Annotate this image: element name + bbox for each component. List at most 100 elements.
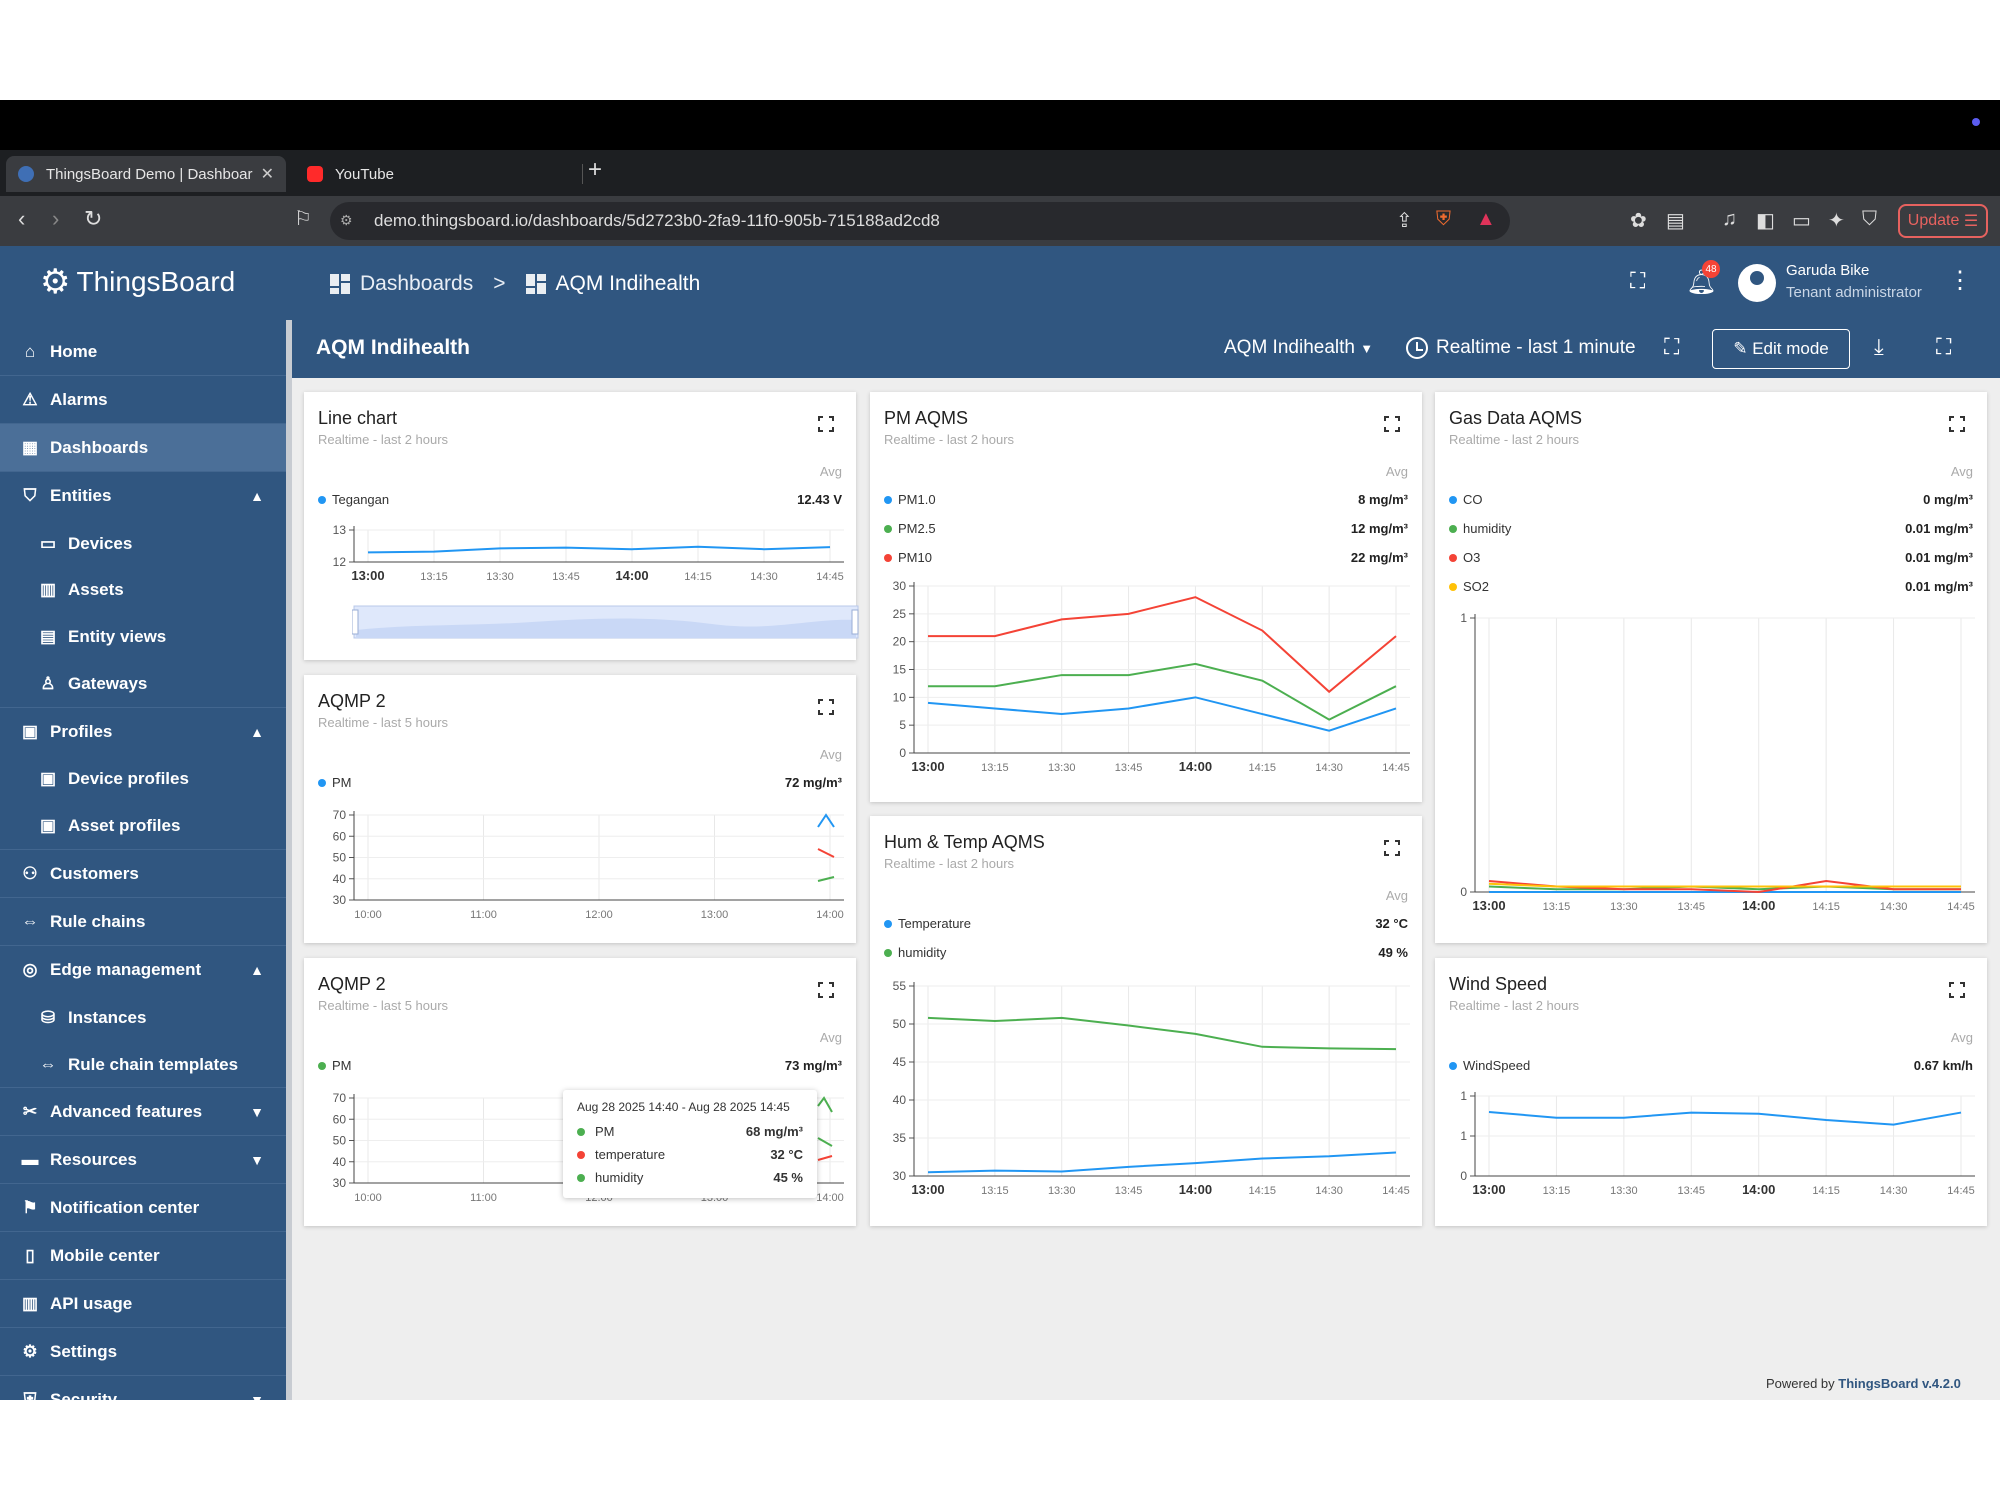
powered-link[interactable]: ThingsBoard v.4.2.0 <box>1838 1376 1961 1391</box>
legend-name: PM <box>332 1058 352 1073</box>
sidebar-item-security[interactable]: ⛨ Security ▼ <box>0 1376 286 1401</box>
legend-item[interactable]: humidity <box>884 945 946 960</box>
timewindow-selector[interactable]: Realtime - last 1 minute <box>1406 337 1636 359</box>
widget-title: Line chart <box>318 408 398 428</box>
vpn-icon[interactable]: ⛉ <box>1862 208 1877 230</box>
brave-rewards-icon[interactable]: ▲ <box>1476 208 1496 230</box>
sidebar-item-dashboards[interactable]: ▦ Dashboards <box>0 424 286 471</box>
sidebar-item-edge-management[interactable]: ◎ Edge management ▲ <box>0 946 286 993</box>
brave-shield-icon[interactable]: ⛨ <box>1436 208 1451 230</box>
legend-item[interactable]: humidity <box>1449 521 1511 536</box>
y-tick-label: 30 <box>893 1169 907 1183</box>
powered-by: Powered by ThingsBoard v.4.2.0 <box>1766 1376 1961 1391</box>
sidebar-item-rule-chain-templates[interactable]: ⇔ Rule chain templates <box>0 1041 286 1088</box>
sidebar-item-alarms[interactable]: ⚠ Alarms <box>0 376 286 423</box>
time-range-slider[interactable] <box>352 602 862 642</box>
widget-fullscreen-icon[interactable] <box>1949 982 1965 998</box>
sidebar-item-label: Notification center <box>50 1197 200 1217</box>
sidebar-item-home[interactable]: ⌂ Home <box>0 328 286 375</box>
chart-hum[interactable]: 55 50 45 40 35 30 13:00 13:15 13:30 13:45 14:00 14:… <box>870 816 1422 1226</box>
legend-item[interactable]: WindSpeed <box>1449 1058 1530 1073</box>
sidebar-item-asset-profiles[interactable]: ▣ Asset profiles <box>0 802 286 849</box>
share-icon[interactable]: ⇪ <box>1396 210 1413 232</box>
sidebar-item-gateways[interactable]: ♙ Gateways <box>0 660 286 707</box>
breadcrumb-dashboards[interactable]: Dashboards <box>360 272 474 295</box>
chevron-up-icon[interactable]: ▲ <box>250 961 264 978</box>
sidebar-item-devices[interactable]: ▭ Devices <box>0 520 286 567</box>
media-icon[interactable]: ♫ <box>1722 208 1737 230</box>
legend-item[interactable]: Temperature <box>884 916 971 931</box>
legend-dot <box>1449 1061 1457 1070</box>
chevron-down-icon[interactable]: ▼ <box>250 1103 264 1120</box>
legend-item[interactable]: SO2 <box>1449 579 1489 594</box>
extensions-icon[interactable]: ✿ <box>1630 210 1647 232</box>
forward-icon[interactable]: › <box>52 206 60 231</box>
address-bar[interactable]: demo.thingsboard.io/dashboards/5d2723b0-… <box>330 202 1510 240</box>
legend-item[interactable]: PM2.5 <box>884 521 936 536</box>
widget-fullscreen-icon[interactable] <box>818 982 834 998</box>
widget-fullscreen-icon[interactable] <box>818 699 834 715</box>
sidebar-item-rule-chains[interactable]: ⇔ Rule chains <box>0 898 286 945</box>
download-icon[interactable]: ⤓ <box>1874 334 1884 359</box>
sidebar-item-mobile-center[interactable]: ▯ Mobile center <box>0 1232 286 1279</box>
bookmark-icon[interactable]: ⚐ <box>294 208 312 230</box>
sidebar-item-advanced-features[interactable]: ✂ Advanced features ▼ <box>0 1088 286 1135</box>
sidebar-toggle-icon[interactable]: ◧ <box>1756 210 1775 232</box>
widget-fullscreen-icon[interactable] <box>1949 416 1965 432</box>
chevron-down-icon[interactable]: ▼ <box>250 1391 264 1401</box>
sidebar-item-customers[interactable]: ⚇ Customers <box>0 850 286 897</box>
edit-mode-button[interactable]: ✎ Edit mode <box>1712 329 1850 369</box>
fullscreen-icon[interactable]: ⛶ <box>1630 268 1646 293</box>
reload-icon[interactable]: ↻ <box>84 206 103 231</box>
chart-line-chart[interactable]: 13 12 13:00 13:15 13:30 13:45 14:00 14:15 14:30 1… <box>304 392 856 660</box>
legend-item[interactable]: O3 <box>1449 550 1480 565</box>
sidebar-item-resources[interactable]: ▬ Resources ▼ <box>0 1136 286 1183</box>
close-tab-icon[interactable]: ✕ <box>260 166 274 183</box>
sidebar-item-entity-views[interactable]: ▤ Entity views <box>0 613 286 660</box>
chart-pm[interactable]: 30 25 20 15 10 5 0 13:00 13:15 13:30 13:45 14:00 14:… <box>870 392 1422 802</box>
chart-wind[interactable]: 1 1 0 13:00 13:15 13:30 13:45 14:00 14:15 14:30 14… <box>1435 958 1987 1226</box>
more-menu-icon[interactable]: ⋮ <box>1948 267 1972 294</box>
sidebar-item-notification-center[interactable]: ⚑ Notification center <box>0 1184 286 1231</box>
dashboard-state-select[interactable]: AQM Indihealth ▼ <box>1224 337 1373 359</box>
sidebar-item-api-usage[interactable]: ▥ API usage <box>0 1280 286 1327</box>
legend-item[interactable]: PM1.0 <box>884 492 936 507</box>
widget-fullscreen-icon[interactable] <box>1384 416 1400 432</box>
legend-item[interactable]: PM <box>318 775 352 790</box>
sidebar-item-device-profiles[interactable]: ▣ Device profiles <box>0 755 286 802</box>
wallet-icon[interactable]: ▭ <box>1792 210 1811 232</box>
chevron-up-icon[interactable]: ▲ <box>250 487 264 504</box>
leo-ai-icon[interactable]: ✦ <box>1828 210 1845 232</box>
thingsboard-logo[interactable]: ⚙ ThingsBoard <box>40 262 235 302</box>
chevron-down-icon[interactable]: ▼ <box>250 1151 264 1168</box>
chart-aqmp2a[interactable]: 70 60 50 40 30 10:00 11:00 12:00 13:00 14:00 <box>304 675 856 943</box>
filters-icon[interactable]: ⛶ <box>1664 334 1680 359</box>
dashboard-fullscreen-icon[interactable]: ⛶ <box>1936 334 1952 359</box>
legend-item[interactable]: PM10 <box>884 550 932 565</box>
site-info-icon[interactable]: ⚙ <box>340 212 353 228</box>
back-icon[interactable]: ‹ <box>18 206 26 231</box>
chart-gas[interactable]: 1 0 13:00 13:15 13:30 13:45 14:00 14:15 14:30 14:… <box>1435 392 1987 943</box>
x-tick-label: 14:45 <box>1382 1185 1410 1197</box>
browser-tab-thingsboard[interactable]: ThingsBoard Demo | Dashboar ✕ <box>6 156 286 192</box>
sidebar-item-entities[interactable]: ⛉ Entities ▲ <box>0 472 286 519</box>
widget-fullscreen-icon[interactable] <box>818 416 834 432</box>
browser-tab-youtube[interactable]: YouTube <box>295 156 575 192</box>
chevron-up-icon[interactable]: ▲ <box>250 723 264 740</box>
reader-icon[interactable]: ▤ <box>1666 210 1685 232</box>
sidebar-item-profiles[interactable]: ▣ Profiles ▲ <box>0 708 286 755</box>
user-name[interactable]: Garuda Bike <box>1786 262 1870 279</box>
avatar[interactable] <box>1738 264 1776 302</box>
update-button[interactable]: Update ☰ <box>1898 204 1988 238</box>
slider-handle[interactable] <box>851 609 859 635</box>
legend-item[interactable]: Tegangan <box>318 492 389 507</box>
sidebar-item-settings[interactable]: ⚙ Settings <box>0 1328 286 1375</box>
new-tab-icon[interactable]: + <box>588 156 603 183</box>
slider-handle[interactable] <box>352 609 359 635</box>
sidebar-item-assets[interactable]: ▥ Assets <box>0 566 286 613</box>
widget-fullscreen-icon[interactable] <box>1384 840 1400 856</box>
legend-item[interactable]: PM <box>318 1058 352 1073</box>
sidebar-scrollbar[interactable] <box>286 320 292 1400</box>
legend-item[interactable]: CO <box>1449 492 1483 507</box>
sidebar-item-instances[interactable]: ⛁ Instances <box>0 994 286 1041</box>
